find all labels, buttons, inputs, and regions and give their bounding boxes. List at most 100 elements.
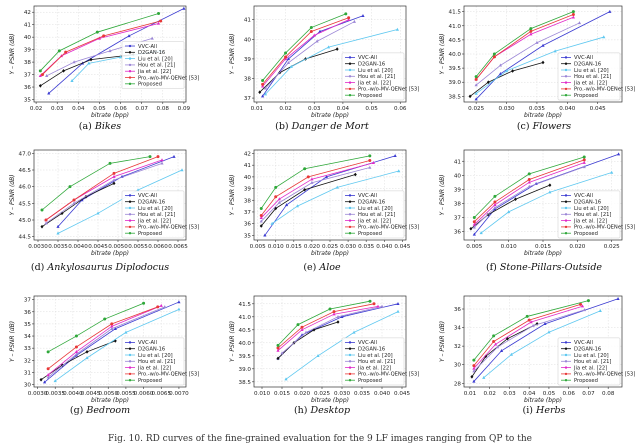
legend-marker [564, 372, 568, 376]
data-point [553, 49, 557, 53]
data-point [525, 314, 529, 318]
data-point [177, 300, 181, 304]
data-point [577, 21, 582, 25]
legend-label: Jia et al. [22] [137, 218, 171, 224]
data-point [474, 75, 478, 79]
panel-caption: (c) Flowers [517, 121, 571, 132]
series-5 [472, 302, 583, 368]
y-tick-label: 37 [24, 298, 32, 304]
series-line [475, 11, 611, 100]
x-tick-label: 0.04 [523, 391, 536, 397]
data-point [492, 334, 496, 338]
data-point [56, 224, 60, 228]
y-tick-label: 39 [244, 187, 252, 193]
y-tick-label: 39 [454, 187, 462, 193]
data-point [582, 165, 586, 169]
data-point [142, 301, 146, 305]
legend-marker [564, 213, 568, 216]
legend-label: D2GAN-16 [138, 50, 165, 56]
data-point [316, 354, 320, 357]
data-point [108, 49, 112, 53]
legend-marker [348, 87, 352, 91]
y-tick-label: 36 [454, 230, 462, 236]
y-axis-label: Y – PSNR (dB) [9, 174, 16, 215]
x-tick-label: 0.07 [582, 391, 595, 397]
x-tick-label: 0.030 [499, 106, 515, 112]
data-point [586, 299, 590, 303]
data-point [393, 154, 397, 158]
panel-caption: (f) Stone-Pillars-Outside [486, 262, 602, 273]
legend-label: Pro.-w/o-MV-QENet [53] [358, 372, 419, 378]
data-point [160, 161, 164, 165]
y-tick-label: 39.0 [449, 80, 462, 86]
series-4 [472, 304, 585, 370]
series-4 [259, 161, 376, 219]
data-point [283, 57, 288, 61]
legend-label: VVC-All [138, 44, 157, 50]
legend-label: Pro.-w/o-MV-QENet [53] [358, 225, 419, 231]
data-point [182, 6, 186, 10]
y-tick-label: 41.0 [449, 24, 462, 30]
data-point [85, 350, 89, 354]
legend-label: Liu et al. [20] [358, 353, 393, 359]
legend-marker [128, 366, 132, 369]
x-tick-label: 0.0040 [68, 244, 88, 250]
legend-label: Jia et al. [22] [357, 365, 391, 371]
y-tick-label: 40.0 [449, 52, 462, 58]
data-point [259, 219, 263, 223]
series-line [474, 156, 585, 218]
data-point [484, 354, 488, 359]
legend-label: Pro.-w/o-MV-QENet [53] [138, 225, 199, 231]
data-point [492, 55, 496, 59]
data-point [284, 51, 288, 55]
panel-caption-label: (i) [523, 405, 536, 416]
x-axis-label: bitrate (bpp) [91, 397, 129, 404]
x-tick-label: 0.035 [529, 106, 545, 112]
y-tick-label: 47.0 [19, 151, 32, 157]
data-point [280, 351, 284, 355]
data-point [309, 26, 313, 30]
series-line [473, 303, 581, 366]
y-tick-label: 40.5 [239, 328, 252, 334]
panel-caption-label: (d) [31, 262, 48, 273]
data-point [368, 299, 372, 303]
series-5 [46, 305, 160, 371]
x-tick-label: 0.010 [268, 244, 284, 250]
series-1 [468, 60, 545, 99]
data-point [56, 231, 60, 235]
data-point [371, 161, 376, 165]
data-point [514, 197, 518, 202]
data-point [368, 154, 372, 158]
series-line [265, 29, 398, 95]
x-tick-label: 0.020 [304, 244, 320, 250]
y-tick-label: 45.0 [19, 218, 32, 224]
legend-marker [348, 68, 352, 72]
data-point [110, 326, 114, 330]
series-line [260, 174, 356, 227]
data-point [582, 160, 586, 164]
y-tick-label: 33 [24, 346, 32, 352]
legend-label: Pro.-w/o-MV-QENet [53] [574, 372, 635, 378]
y-tick-label: 41.5 [239, 302, 252, 308]
y-axis-label: Y – PSNR (dB) [229, 33, 236, 74]
data-point [284, 203, 289, 207]
legend-label: D2GAN-16 [138, 200, 165, 206]
series-5 [40, 19, 163, 77]
data-point [616, 296, 620, 300]
series-2 [56, 168, 184, 235]
data-point [472, 232, 476, 236]
x-tick-label: 0.02 [30, 106, 42, 112]
data-point [43, 380, 47, 384]
data-point [180, 168, 184, 172]
panel-caption-label: (a) [79, 121, 95, 132]
x-tick-label: 0.05 [365, 106, 378, 112]
series-4 [38, 21, 161, 78]
legend-label: VVC-All [358, 193, 377, 199]
legend-label: Proposed [358, 93, 382, 99]
data-point [472, 216, 476, 219]
x-tick-label: 0.06 [394, 106, 407, 112]
data-point [59, 54, 64, 58]
legend-label: Pro.-w/o-MV-QENet [53] [358, 87, 419, 93]
data-point [300, 325, 304, 329]
data-point [469, 226, 473, 231]
